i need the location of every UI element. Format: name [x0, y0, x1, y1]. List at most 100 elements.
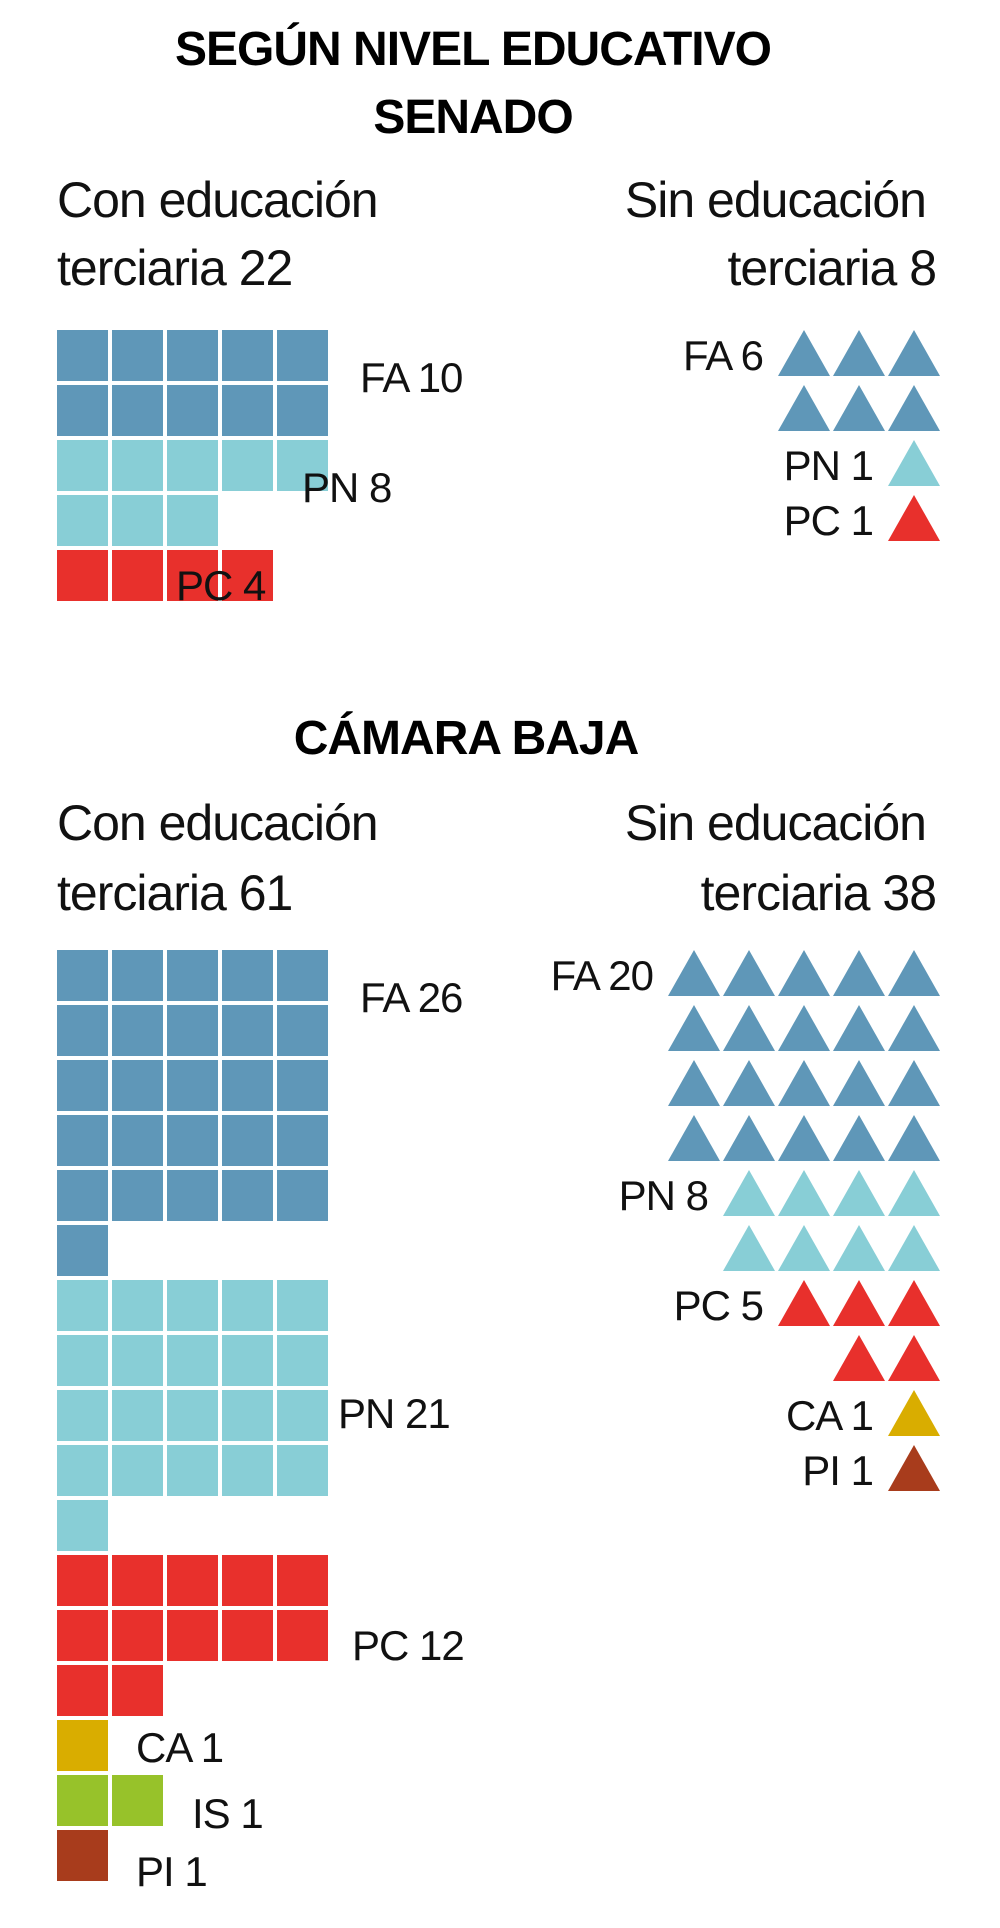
square-pc [57, 1665, 108, 1716]
square-fa [167, 950, 218, 1001]
square-fa [222, 385, 273, 436]
triangle-fa [778, 1060, 830, 1106]
triangle-pc [833, 1280, 885, 1326]
square-ca [57, 1720, 108, 1771]
square-pc [112, 1555, 163, 1606]
square-pn [57, 1335, 108, 1386]
camara-sin-heading-line2: terciaria 38 [701, 865, 936, 921]
square-is [112, 1775, 163, 1826]
square-is [57, 1775, 108, 1826]
triangle-fa [668, 1005, 720, 1051]
label-fa: FA 10 [360, 354, 462, 401]
square-pc [57, 550, 108, 601]
square-pc [222, 550, 273, 601]
senado-con-heading-line1: Con educación [57, 172, 378, 228]
square-fa [277, 1060, 328, 1111]
label-pc: PC 4 [176, 562, 266, 609]
triangle-fa [833, 330, 885, 376]
triangle-pn [833, 1225, 885, 1271]
triangle-pc [778, 1280, 830, 1326]
square-pn [57, 440, 108, 491]
triangle-fa [778, 950, 830, 996]
triangle-fa [888, 385, 940, 431]
label-is: IS 1 [192, 1790, 263, 1837]
square-fa [167, 385, 218, 436]
camara-title: CÁMARA BAJA [294, 711, 639, 765]
square-fa [167, 1115, 218, 1166]
square-fa [112, 330, 163, 381]
square-pn [167, 1390, 218, 1441]
square-pn [167, 1335, 218, 1386]
triangle-fa [668, 1060, 720, 1106]
triangle-pn [833, 1170, 885, 1216]
triangle-pi [888, 1445, 940, 1491]
square-fa [57, 1115, 108, 1166]
square-pc [167, 1610, 218, 1661]
square-pn [277, 1390, 328, 1441]
senado-sin-heading-line2: terciaria 8 [727, 240, 936, 296]
label-pc: PC 12 [352, 1622, 464, 1669]
triangle-pc [888, 1335, 940, 1381]
triangle-pn [778, 1170, 830, 1216]
square-fa [112, 1005, 163, 1056]
square-fa [57, 950, 108, 1001]
label-pi: PI 1 [136, 1848, 207, 1895]
square-pn [57, 495, 108, 546]
triangle-fa [833, 385, 885, 431]
square-pn [167, 1445, 218, 1496]
senado-title: SENADO [373, 91, 572, 144]
square-fa [112, 1060, 163, 1111]
square-fa [57, 330, 108, 381]
square-pn [112, 1390, 163, 1441]
triangle-pn [723, 1225, 775, 1271]
square-pn [277, 1445, 328, 1496]
square-fa [57, 1060, 108, 1111]
square-fa [277, 1005, 328, 1056]
square-pn [167, 1280, 218, 1331]
square-fa [222, 1060, 273, 1111]
square-fa [57, 1225, 108, 1276]
triangle-fa [668, 950, 720, 996]
label-pi: PI 1 [802, 1447, 873, 1494]
triangle-fa [778, 1115, 830, 1161]
triangle-fa [723, 1115, 775, 1161]
triangle-pc [888, 1280, 940, 1326]
label-fa: FA 6 [683, 332, 763, 379]
square-pn [222, 1390, 273, 1441]
square-fa [277, 950, 328, 1001]
triangle-fa [888, 950, 940, 996]
triangle-fa [888, 1115, 940, 1161]
senado-sin-heading-line1: Sin educación [625, 172, 926, 228]
label-pc: PC 1 [784, 497, 873, 544]
triangle-fa [888, 1060, 940, 1106]
triangle-fa [723, 1005, 775, 1051]
triangle-fa [833, 1005, 885, 1051]
label-ca: CA 1 [786, 1392, 873, 1439]
triangle-fa [888, 330, 940, 376]
square-pc [112, 1610, 163, 1661]
square-pn [112, 1280, 163, 1331]
square-fa [222, 1170, 273, 1221]
triangle-fa [833, 1060, 885, 1106]
triangle-pc [833, 1335, 885, 1381]
square-pn [57, 1500, 108, 1551]
square-pc [112, 1665, 163, 1716]
square-pn [57, 1390, 108, 1441]
square-pi [57, 1830, 108, 1881]
senado-con-heading-line2: terciaria 22 [57, 240, 292, 296]
main-title: SEGÚN NIVEL EDUCATIVO [175, 21, 771, 76]
square-pn [222, 1280, 273, 1331]
square-fa [277, 1170, 328, 1221]
square-fa [222, 1005, 273, 1056]
label-pn: PN 21 [338, 1390, 450, 1437]
square-pn [57, 1280, 108, 1331]
triangle-pc [888, 495, 940, 541]
square-fa [57, 385, 108, 436]
label-pc: PC 5 [674, 1282, 763, 1329]
triangle-ca [888, 1390, 940, 1436]
square-pn [112, 1445, 163, 1496]
square-pn [222, 1335, 273, 1386]
triangle-pn [723, 1170, 775, 1216]
square-pn [222, 1445, 273, 1496]
